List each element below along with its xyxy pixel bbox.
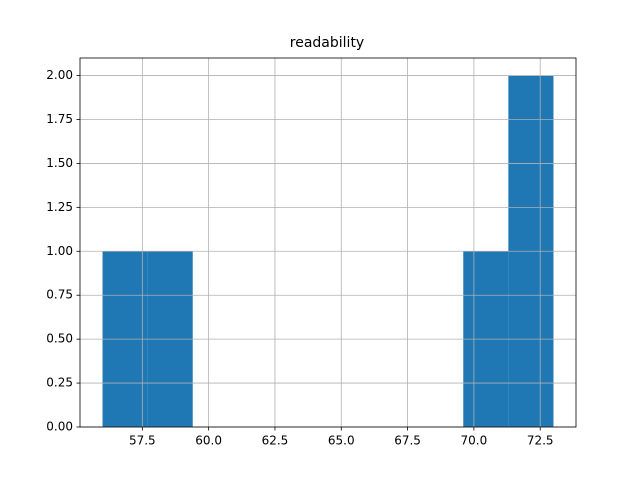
- y-tick-label: 0.50: [46, 332, 73, 346]
- y-tick-label: 2.00: [46, 68, 73, 82]
- y-tick-label: 1.75: [46, 112, 73, 126]
- x-tick-label: 60.0: [195, 434, 222, 448]
- y-tick-label: 1.00: [46, 244, 73, 258]
- chart-title: readability: [290, 35, 364, 51]
- x-tick-label: 70.0: [461, 434, 488, 448]
- y-tick-label: 1.50: [46, 156, 73, 170]
- y-tick-label: 0.25: [46, 376, 73, 390]
- y-tick-label: 0.75: [46, 288, 73, 302]
- x-tick-label: 57.5: [129, 434, 156, 448]
- x-tick-label: 65.0: [328, 434, 355, 448]
- x-tick-label: 72.5: [527, 434, 554, 448]
- y-tick-label: 0.00: [46, 420, 73, 434]
- plot-frame: [79, 57, 577, 428]
- y-tick-label: 1.25: [46, 200, 73, 214]
- x-tick-label: 62.5: [262, 434, 289, 448]
- x-tick-label: 67.5: [394, 434, 421, 448]
